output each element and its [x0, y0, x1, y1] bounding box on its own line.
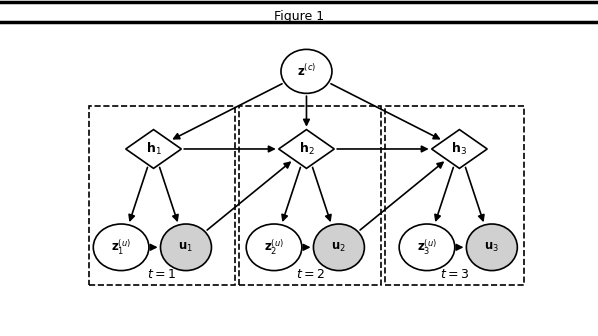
Text: Figure 1: Figure 1 [274, 10, 324, 23]
Text: $\mathbf{u}_3$: $\mathbf{u}_3$ [484, 241, 499, 254]
Text: $t = 2$: $t = 2$ [295, 268, 324, 281]
Polygon shape [279, 130, 334, 168]
Ellipse shape [93, 224, 149, 270]
Text: $\mathbf{z}_1^{(u)}$: $\mathbf{z}_1^{(u)}$ [111, 238, 131, 257]
Text: $\mathbf{z}^{(c)}$: $\mathbf{z}^{(c)}$ [297, 64, 316, 79]
Text: $\mathbf{z}_2^{(u)}$: $\mathbf{z}_2^{(u)}$ [264, 238, 284, 257]
Ellipse shape [466, 224, 517, 270]
Bar [239, 106, 381, 285]
Bar [89, 106, 234, 285]
Ellipse shape [399, 224, 455, 270]
Ellipse shape [313, 224, 364, 270]
Ellipse shape [246, 224, 302, 270]
Text: $\mathbf{u}_1$: $\mathbf{u}_1$ [178, 241, 194, 254]
Polygon shape [126, 130, 181, 168]
Polygon shape [432, 130, 487, 168]
Text: $\mathbf{u}_2$: $\mathbf{u}_2$ [331, 241, 346, 254]
Text: $\mathbf{h}_3$: $\mathbf{h}_3$ [451, 141, 468, 157]
Ellipse shape [281, 49, 332, 93]
Ellipse shape [160, 224, 212, 270]
Text: $\mathbf{z}_3^{(u)}$: $\mathbf{z}_3^{(u)}$ [417, 238, 437, 257]
Text: $\mathbf{h}_2$: $\mathbf{h}_2$ [298, 141, 315, 157]
Text: $t = 1$: $t = 1$ [147, 268, 176, 281]
Bar [385, 106, 524, 285]
Text: $\mathbf{h}_1$: $\mathbf{h}_1$ [146, 141, 161, 157]
Text: $t = 3$: $t = 3$ [440, 268, 469, 281]
